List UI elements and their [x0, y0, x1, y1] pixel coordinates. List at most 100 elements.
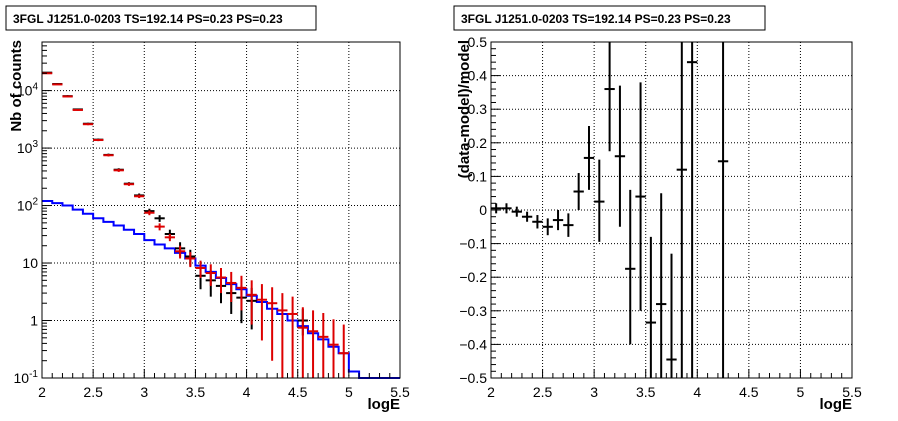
- counts-y-tick-label: 104: [17, 82, 39, 99]
- residual-data-point: [501, 203, 512, 214]
- residual-axis-ticks: 2 2.5 3 3.5 4 4.5 5 5.5 −0.5 −0.4 −0.3 −0.2 −0.1 0 0.1…: [459, 34, 862, 400]
- residual-y-tick-label: −0.3: [459, 303, 487, 319]
- residual-x-tick-label: 5: [797, 384, 805, 400]
- counts-data-point: [236, 275, 247, 311]
- counts-title: 3FGL J1251.0-0203 TS=192.14 PS=0.23 PS=0…: [13, 12, 283, 26]
- counts-x-tick-label: 5: [345, 384, 353, 400]
- residual-y-tick-label: 0.4: [468, 68, 488, 84]
- counts-panel: 3FGL J1251.0-0203 TS=192.14 PS=0.23 PS=0…: [5, 5, 410, 413]
- residual-data-point: [635, 82, 646, 311]
- residual-data-point: [594, 159, 605, 242]
- counts-x-tick-label: 4.5: [288, 384, 308, 400]
- counts-frame: [41, 41, 401, 379]
- residual-data-point: [625, 189, 636, 345]
- residual-title-box: [453, 5, 766, 31]
- counts-title-box: [5, 5, 317, 31]
- residual-data-point: [563, 213, 574, 237]
- counts-data-point: [297, 307, 308, 378]
- counts-x-tick-label: 5.5: [390, 384, 410, 400]
- residual-y-tick-label: 0.3: [468, 101, 488, 117]
- residual-grid: [491, 42, 852, 378]
- counts-axis-ticks: 2 2.5 3 3.5 4 4.5 5 5.5 10-1 1 10 102 103 104: [14, 41, 410, 400]
- counts-series: [42, 71, 400, 379]
- counts-x-tick-label: 2.5: [83, 384, 103, 400]
- counts-data-point: [185, 252, 196, 268]
- counts-data-point: [164, 233, 175, 242]
- residual-data-point: [573, 173, 584, 210]
- counts-x-tick-label: 3.5: [186, 384, 206, 400]
- counts-data-point: [267, 287, 278, 361]
- counts-x-tick-label: 4: [243, 384, 251, 400]
- counts-data-point: [215, 267, 227, 294]
- counts-data-point: [144, 210, 155, 216]
- residual-x-axis-title: logE: [820, 396, 853, 413]
- counts-x-tick-label: 3: [140, 384, 148, 400]
- counts-data-point: [62, 95, 73, 98]
- residual-y-tick-label: 0: [479, 202, 487, 218]
- residual-x-tick-label: 4: [693, 384, 701, 400]
- counts-data-point: [123, 182, 135, 186]
- residual-x-tick-label: 3: [590, 384, 598, 400]
- residual-data-point: [532, 215, 543, 229]
- counts-data-point: [256, 284, 268, 341]
- residual-y-tick-label: 0.2: [468, 135, 488, 151]
- residual-data-point: [511, 206, 522, 217]
- residual-data-point: [645, 236, 657, 378]
- residual-y-axis-title: (data-model)/model: [456, 40, 473, 178]
- residual-x-tick-label: 2.5: [533, 384, 553, 400]
- residual-data-point: [676, 42, 687, 378]
- residual-data-point: [614, 85, 626, 227]
- counts-data-point: [154, 215, 165, 222]
- residual-data-point: [604, 42, 615, 152]
- counts-data-point: [328, 319, 339, 378]
- residual-y-tick-label: 0.5: [468, 34, 488, 50]
- residual-title: 3FGL J1251.0-0203 TS=192.14 PS=0.23 PS=0…: [461, 12, 731, 26]
- counts-data-point: [93, 138, 104, 142]
- residual-x-tick-label: 4.5: [739, 384, 759, 400]
- counts-data-point: [307, 310, 319, 378]
- counts-data-point: [72, 108, 83, 111]
- counts-y-axis-title: Nb of counts: [8, 40, 25, 132]
- counts-y-tick-label: 102: [17, 197, 39, 214]
- counts-y-tick-label: 1: [30, 313, 38, 329]
- residual-data-point: [717, 42, 729, 378]
- counts-y-tick-label: 10: [22, 255, 38, 271]
- counts-data-point: [338, 324, 349, 378]
- counts-data-point: [82, 123, 94, 126]
- residual-data-point: [491, 203, 502, 214]
- counts-data-point: [226, 271, 237, 302]
- counts-data-point: [195, 260, 206, 278]
- residual-y-tick-label: −0.1: [459, 236, 487, 252]
- residual-data-point: [666, 253, 677, 378]
- residual-series: [491, 42, 729, 378]
- counts-data-point: [113, 168, 124, 172]
- counts-data-point: [174, 245, 186, 259]
- counts-data-point: [277, 293, 288, 378]
- counts-data-point: [103, 154, 114, 157]
- residual-panel: 3FGL J1251.0-0203 TS=192.14 PS=0.23 PS=0…: [453, 5, 862, 413]
- residual-data-point: [686, 42, 698, 378]
- counts-data-point: [287, 296, 298, 378]
- residual-x-tick-label: 3.5: [636, 384, 656, 400]
- counts-data-point: [205, 264, 216, 286]
- residual-x-tick-label: 2: [487, 384, 495, 400]
- counts-x-axis-title: logE: [368, 396, 401, 413]
- counts-model-step-line: [42, 199, 400, 379]
- residual-y-tick-label: −0.4: [459, 336, 487, 352]
- residual-data-point: [542, 218, 553, 236]
- residual-x-tick-label: 5.5: [842, 384, 862, 400]
- counts-data-point: [246, 280, 257, 325]
- residual-y-tick-label: −0.5: [459, 370, 487, 386]
- counts-data-point: [134, 194, 145, 199]
- counts-x-tick-label: 2: [38, 384, 46, 400]
- counts-data-point: [52, 83, 63, 86]
- residual-data-point: [583, 126, 595, 190]
- residual-y-tick-label: −0.2: [459, 269, 487, 285]
- counts-data-point: [318, 313, 329, 378]
- counts-data-point: [154, 223, 165, 231]
- residual-data-point: [656, 193, 667, 378]
- counts-y-tick-label: 103: [17, 139, 39, 156]
- counts-y-tick-label: 10-1: [14, 369, 39, 386]
- residual-y-tick-label: 0.1: [468, 168, 488, 184]
